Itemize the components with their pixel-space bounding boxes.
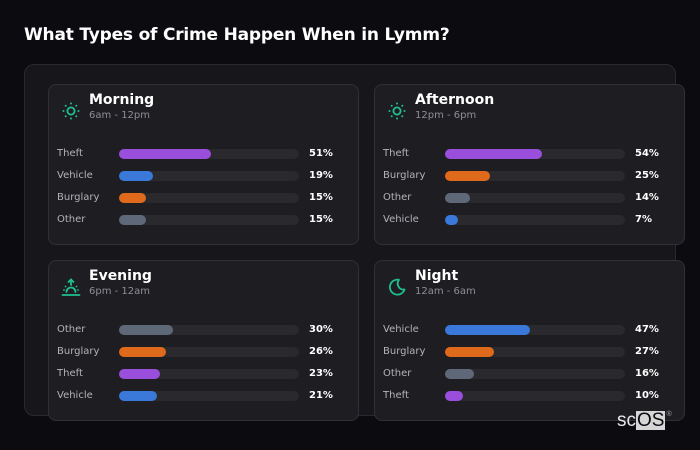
bar-fill bbox=[119, 171, 154, 181]
bar-label: Theft bbox=[383, 148, 409, 159]
bar-track bbox=[445, 171, 625, 181]
time-range: 12am - 6am bbox=[415, 286, 476, 297]
bar-row: Theft 10% bbox=[383, 388, 678, 410]
bar-value: 30% bbox=[309, 324, 333, 335]
bar-row: Vehicle 19% bbox=[57, 168, 352, 190]
bar-track bbox=[119, 325, 299, 335]
scos-logo: sc OS ® bbox=[617, 410, 672, 431]
bar-track bbox=[445, 215, 625, 225]
bar-track bbox=[119, 391, 299, 401]
bar-label: Vehicle bbox=[383, 324, 419, 335]
bar-label: Burglary bbox=[57, 346, 100, 357]
card-title: Night bbox=[415, 268, 459, 284]
bar-track bbox=[445, 369, 625, 379]
bar-row: Burglary 27% bbox=[383, 344, 678, 366]
bar-track bbox=[119, 347, 299, 357]
card-night: Night 12am - 6am Vehicle 47% Burglary 27% Othe… bbox=[374, 260, 685, 421]
bar-value: 14% bbox=[635, 192, 659, 203]
bar-label: Other bbox=[57, 214, 86, 225]
bar-row: Vehicle 21% bbox=[57, 388, 352, 410]
bar-track bbox=[445, 325, 625, 335]
bar-fill bbox=[119, 369, 161, 379]
moon-icon bbox=[387, 277, 407, 297]
bar-track bbox=[445, 391, 625, 401]
bar-label: Vehicle bbox=[57, 170, 93, 181]
bar-fill bbox=[119, 347, 166, 357]
bar-fill bbox=[445, 347, 494, 357]
bar-fill bbox=[445, 369, 474, 379]
card-afternoon: Afternoon 12pm - 6pm Theft 54% Burglary 25% Ot… bbox=[374, 84, 685, 245]
bar-value: 7% bbox=[635, 214, 652, 225]
bar-fill bbox=[445, 391, 463, 401]
bar-track bbox=[119, 193, 299, 203]
bar-value: 19% bbox=[309, 170, 333, 181]
bar-track bbox=[445, 193, 625, 203]
bar-label: Other bbox=[57, 324, 86, 335]
time-range: 6pm - 12am bbox=[89, 286, 151, 297]
bar-label: Theft bbox=[57, 368, 83, 379]
bar-track bbox=[119, 215, 299, 225]
bar-value: 16% bbox=[635, 368, 659, 379]
bar-row: Burglary 26% bbox=[57, 344, 352, 366]
card-title: Afternoon bbox=[415, 92, 495, 108]
bar-track bbox=[119, 369, 299, 379]
bar-row: Other 30% bbox=[57, 322, 352, 344]
bar-value: 54% bbox=[635, 148, 659, 159]
bar-row: Burglary 15% bbox=[57, 190, 352, 212]
bar-fill bbox=[445, 193, 471, 203]
bar-label: Theft bbox=[57, 148, 83, 159]
bar-fill bbox=[119, 149, 211, 159]
bar-fill bbox=[119, 193, 146, 203]
sun-icon bbox=[387, 101, 407, 121]
bar-fill bbox=[119, 391, 157, 401]
bar-label: Vehicle bbox=[57, 390, 93, 401]
card-evening: Evening 6pm - 12am Other 30% Burglary 26% Thef… bbox=[48, 260, 359, 421]
bar-label: Other bbox=[383, 368, 412, 379]
bar-fill bbox=[445, 325, 530, 335]
bar-track bbox=[445, 347, 625, 357]
bar-value: 26% bbox=[309, 346, 333, 357]
sun-icon bbox=[61, 101, 81, 121]
bar-row: Other 16% bbox=[383, 366, 678, 388]
bar-track bbox=[119, 171, 299, 181]
bar-value: 23% bbox=[309, 368, 333, 379]
bar-row: Vehicle 7% bbox=[383, 212, 678, 234]
page-title: What Types of Crime Happen When in Lymm? bbox=[24, 25, 450, 45]
bar-row: Theft 51% bbox=[57, 146, 352, 168]
bar-track bbox=[119, 149, 299, 159]
bar-row: Other 15% bbox=[57, 212, 352, 234]
bar-row: Burglary 25% bbox=[383, 168, 678, 190]
bar-fill bbox=[445, 215, 458, 225]
bar-label: Vehicle bbox=[383, 214, 419, 225]
bar-label: Theft bbox=[383, 390, 409, 401]
bar-track bbox=[445, 149, 625, 159]
time-range: 12pm - 6pm bbox=[415, 110, 477, 121]
bar-fill bbox=[119, 215, 146, 225]
bar-row: Other 14% bbox=[383, 190, 678, 212]
bar-value: 51% bbox=[309, 148, 333, 159]
bar-fill bbox=[119, 325, 173, 335]
bar-row: Theft 23% bbox=[57, 366, 352, 388]
time-range: 6am - 12pm bbox=[89, 110, 151, 121]
bar-value: 27% bbox=[635, 346, 659, 357]
bar-label: Burglary bbox=[383, 170, 426, 181]
bar-value: 10% bbox=[635, 390, 659, 401]
card-morning: Morning 6am - 12pm Theft 51% Vehicle 19% Burgl… bbox=[48, 84, 359, 245]
bar-value: 15% bbox=[309, 192, 333, 203]
bar-fill bbox=[445, 171, 490, 181]
bar-fill bbox=[445, 149, 543, 159]
bar-row: Theft 54% bbox=[383, 146, 678, 168]
bar-value: 15% bbox=[309, 214, 333, 225]
bar-value: 21% bbox=[309, 390, 333, 401]
card-title: Morning bbox=[89, 92, 155, 108]
bar-value: 25% bbox=[635, 170, 659, 181]
bar-value: 47% bbox=[635, 324, 659, 335]
bar-label: Other bbox=[383, 192, 412, 203]
card-title: Evening bbox=[89, 268, 152, 284]
bar-row: Vehicle 47% bbox=[383, 322, 678, 344]
bar-label: Burglary bbox=[57, 192, 100, 203]
bar-label: Burglary bbox=[383, 346, 426, 357]
sunset-icon bbox=[61, 277, 81, 297]
